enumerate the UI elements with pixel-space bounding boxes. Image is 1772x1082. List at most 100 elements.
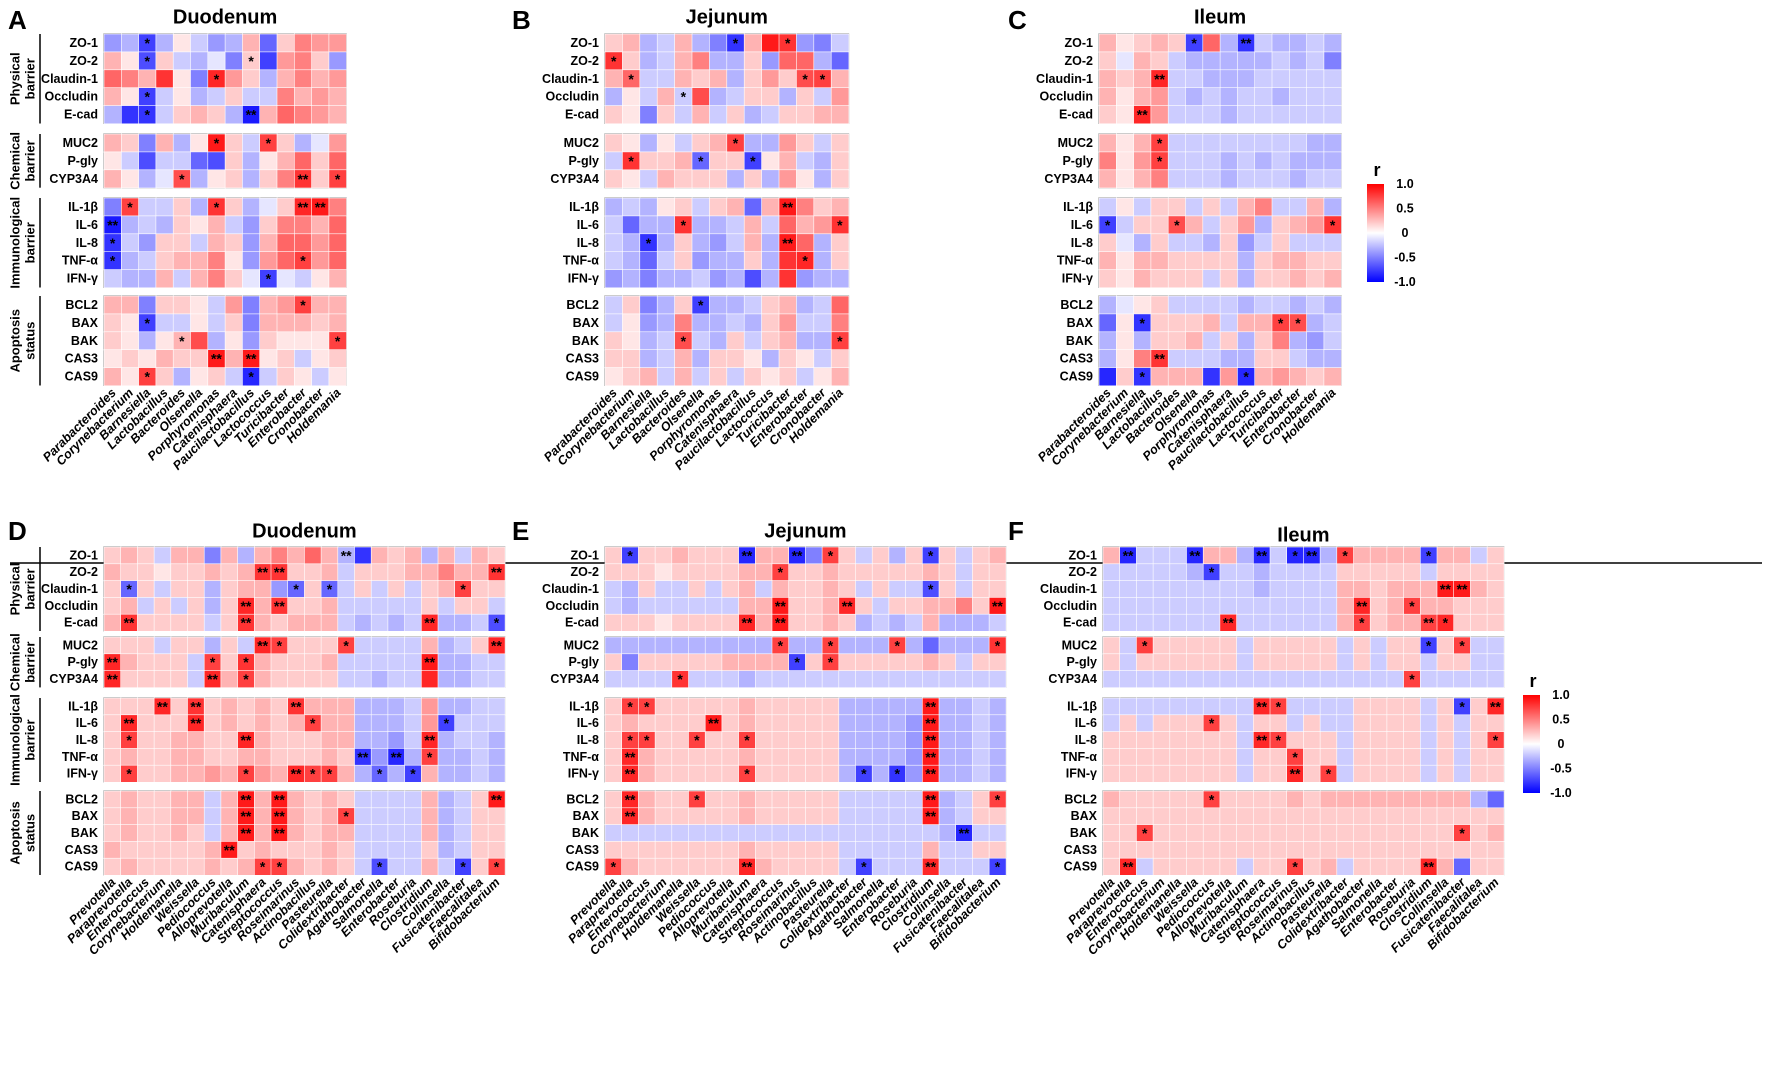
- significance-mark: *: [127, 199, 133, 215]
- significance-mark: *: [627, 698, 633, 714]
- heatmap-cell: [654, 824, 673, 842]
- heatmap-cell: [120, 546, 138, 565]
- significance-mark: **: [391, 749, 402, 765]
- significance-mark: **: [291, 766, 302, 782]
- heatmap-cell: [639, 51, 658, 71]
- heatmap-cell: [743, 295, 763, 315]
- heatmap-cell: [604, 580, 623, 598]
- heatmap-cell: [1219, 215, 1238, 235]
- heatmap-cell: [276, 105, 295, 125]
- heatmap-cell: [988, 613, 1007, 632]
- heatmap-cell: [387, 807, 406, 826]
- heatmap-cell: [1486, 841, 1505, 859]
- heatmap-cell: [138, 269, 157, 289]
- heatmap-cell: [871, 748, 890, 766]
- heatmap-cell: [688, 807, 706, 826]
- heatmap-cell: [754, 697, 773, 716]
- heatmap-cell: [888, 857, 907, 876]
- significance-mark: *: [778, 637, 784, 653]
- heatmap-cell: [1254, 349, 1273, 369]
- heatmap-cell: [311, 169, 330, 189]
- heatmap-cell: [1453, 857, 1471, 876]
- heatmap-cell: [1219, 714, 1238, 733]
- heatmap-cell: [137, 807, 155, 826]
- heatmap-cell: [1353, 807, 1371, 826]
- heatmap-cell: [304, 670, 322, 688]
- heatmap-cell: [1420, 790, 1438, 809]
- heatmap-cell: [1150, 33, 1169, 53]
- heatmap-cell: [654, 580, 673, 598]
- colorbar-tick: 1.0: [1396, 177, 1413, 191]
- heatmap-cell: [220, 714, 239, 733]
- row-label-zo-1: ZO-1: [571, 36, 600, 50]
- heatmap-cell: [1323, 331, 1342, 351]
- group-label-physical-barrier: Physicalbarrier: [7, 563, 37, 616]
- heatmap-cell: [293, 269, 313, 289]
- heatmap-cell: [1353, 731, 1371, 749]
- heatmap-cell: [813, 87, 832, 107]
- heatmap-cell: [237, 748, 255, 766]
- heatmap-cell: [207, 313, 226, 333]
- heatmap-cell: [738, 597, 756, 615]
- heatmap-cell: [788, 824, 807, 842]
- heatmap-cell: [242, 197, 261, 217]
- heatmap-cell: [224, 215, 244, 235]
- heatmap-cell: [671, 790, 690, 809]
- heatmap-cell: [604, 133, 624, 153]
- heatmap-cell: [1236, 731, 1254, 749]
- heatmap-cell: [487, 697, 506, 716]
- heatmap-cell: [155, 331, 174, 351]
- heatmap-cell: [1336, 670, 1355, 688]
- heatmap-cell: [721, 731, 740, 749]
- heatmap-cell: [1185, 295, 1204, 315]
- heatmap-cell: [1306, 133, 1325, 153]
- heatmap-cell: [674, 295, 693, 315]
- heatmap-cell: [320, 714, 339, 733]
- heatmap-cell: [1237, 251, 1256, 271]
- heatmap-cell: [437, 613, 456, 632]
- heatmap-cell: [1336, 748, 1355, 766]
- heatmap-cell: [320, 636, 339, 655]
- heatmap-cell: [871, 613, 890, 632]
- heatmap-cell: [437, 824, 456, 842]
- heatmap-cell: [838, 857, 857, 876]
- heatmap-cell: [1219, 197, 1238, 217]
- heatmap-cell: [276, 151, 295, 171]
- row-label-zo-2: ZO-2: [1065, 54, 1094, 68]
- heatmap-cell: [621, 597, 640, 615]
- heatmap-cell: [1202, 367, 1221, 387]
- significance-mark: **: [291, 698, 302, 714]
- heatmap-cell: [187, 653, 205, 672]
- heatmap-cell: [1403, 857, 1421, 876]
- heatmap-cell: [172, 197, 192, 217]
- heatmap-cell: [1098, 269, 1117, 289]
- heatmap-cell: [1119, 824, 1137, 842]
- heatmap-cell: [1254, 33, 1273, 53]
- heatmap-cell: [1470, 546, 1488, 565]
- heatmap-cell: [1167, 33, 1187, 53]
- heatmap-cell: [153, 670, 172, 688]
- heatmap-cell: [1453, 670, 1471, 688]
- heatmap-cell: [813, 313, 832, 333]
- heatmap-cell: [1219, 367, 1238, 387]
- heatmap-cell: [242, 295, 261, 315]
- heatmap-cell: [370, 597, 389, 615]
- heatmap-cell: [721, 857, 740, 876]
- heatmap-cell: [187, 636, 205, 655]
- heatmap-cell: [604, 841, 623, 859]
- heatmap-cell: [622, 331, 641, 351]
- heatmap-cell: [190, 87, 209, 107]
- heatmap-cell: [604, 714, 623, 733]
- heatmap-cell: [1436, 824, 1455, 842]
- heatmap-cell: [830, 313, 850, 333]
- heatmap-cell: [1152, 580, 1171, 598]
- heatmap-cell: [709, 313, 728, 333]
- heatmap-cell: [103, 714, 122, 733]
- heatmap-cell: [813, 197, 832, 217]
- heatmap-cell: [1219, 824, 1238, 842]
- heatmap-cell: [1271, 169, 1290, 189]
- heatmap-cell: [988, 748, 1007, 766]
- heatmap-cell: [1254, 367, 1273, 387]
- heatmap-cell: [1136, 841, 1154, 859]
- heatmap-cell: [1271, 69, 1290, 89]
